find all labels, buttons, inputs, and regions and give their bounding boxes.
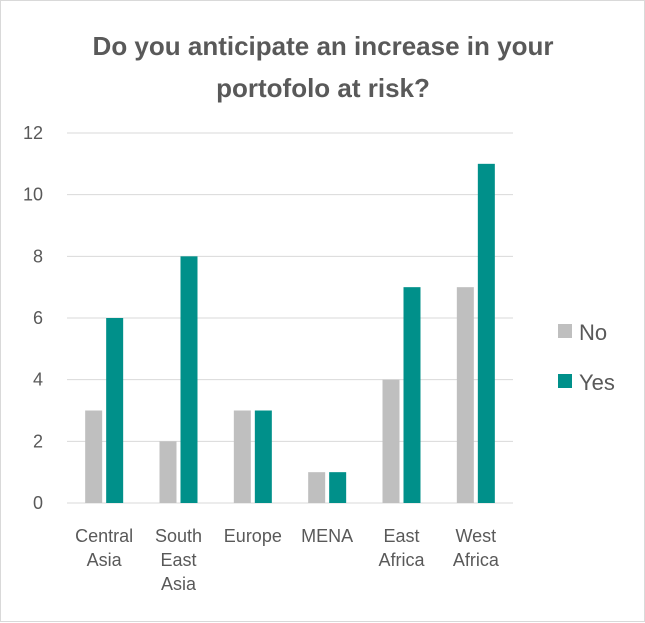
x-tick-label: South East Asia — [155, 526, 202, 594]
y-tick-label: 10 — [23, 185, 43, 205]
y-tick-label: 0 — [33, 493, 43, 513]
legend-swatch-no — [558, 324, 572, 338]
bars — [85, 164, 495, 503]
y-tick-label: 2 — [33, 431, 43, 451]
y-tick-label: 4 — [33, 370, 43, 390]
bar-yes — [478, 164, 495, 503]
legend-label-no: No — [579, 320, 607, 345]
bar-no — [457, 287, 474, 503]
bar-yes — [255, 411, 272, 504]
legend-label-yes: Yes — [579, 370, 615, 395]
gridlines — [67, 133, 513, 503]
bar-no — [308, 472, 325, 503]
bar-yes — [181, 256, 198, 503]
bar-yes — [329, 472, 346, 503]
chart-title-line-1: Do you anticipate an increase in your — [93, 31, 554, 61]
bar-yes — [404, 287, 421, 503]
chart-title-line-2: portofolo at risk? — [216, 73, 430, 103]
x-tick-label: West Africa — [453, 526, 500, 570]
bar-yes — [106, 318, 123, 503]
x-tick-label: Central Asia — [75, 526, 133, 570]
bar-no — [160, 441, 177, 503]
y-tick-label: 6 — [33, 308, 43, 328]
chart-title: Do you anticipate an increase in your po… — [93, 31, 554, 103]
bar-no — [383, 380, 400, 503]
y-tick-label: 8 — [33, 246, 43, 266]
x-axis-ticks: Central Asia South East Asia Europe MENA East Af… — [75, 526, 500, 594]
x-tick-label: Europe — [224, 526, 282, 546]
bar-no — [234, 411, 251, 504]
legend-swatch-yes — [558, 374, 572, 388]
x-tick-label: MENA — [301, 526, 353, 546]
y-axis-ticks: 0 2 4 6 8 10 12 — [23, 123, 43, 513]
legend: No Yes — [558, 320, 615, 395]
bar-no — [85, 411, 102, 504]
x-tick-label: East Africa — [378, 526, 425, 570]
y-tick-label: 12 — [23, 123, 43, 143]
